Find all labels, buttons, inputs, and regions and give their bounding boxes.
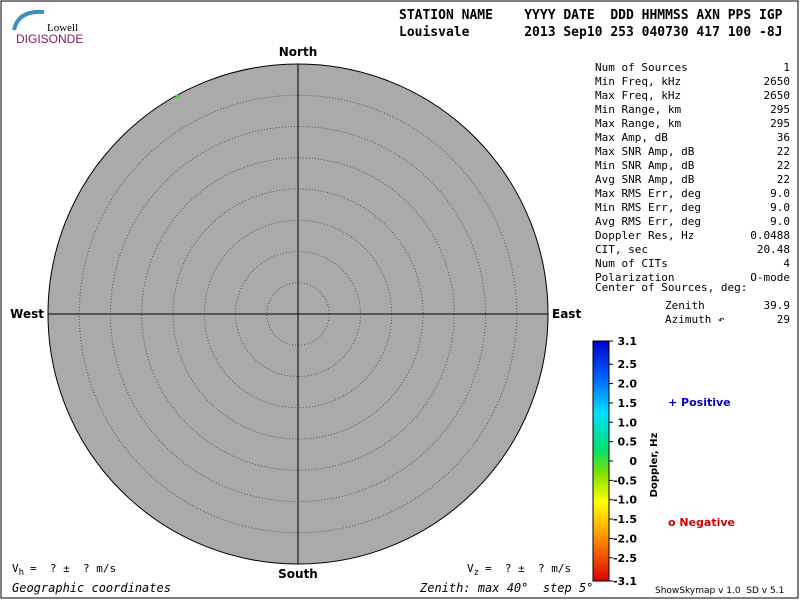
vh-text: = ? ± ? m/s (30, 562, 116, 575)
colorbar-tick-label: 0.5 (618, 436, 638, 449)
stat-value: O-mode (750, 271, 790, 284)
zenith-label: Zenith (665, 299, 705, 312)
stat-value: 22 (777, 173, 790, 186)
vh-symbol: V (12, 562, 19, 575)
stat-label: CIT, sec (595, 243, 648, 256)
colorbar-tick-label: -2.5 (613, 552, 637, 565)
stat-value: 9.0 (770, 201, 790, 214)
colorbar-tick-label: 2.0 (618, 378, 638, 391)
stat-label: Min RMS Err, deg (595, 201, 701, 214)
stat-value: 22 (777, 145, 790, 158)
colorbar-tick-label: -2.0 (613, 532, 637, 545)
colorbar-tick-label: 1.0 (618, 416, 638, 429)
center-title: Center of Sources, deg: (595, 281, 747, 294)
stat-label: Max RMS Err, deg (595, 187, 701, 200)
vh-sub: h (19, 568, 24, 578)
stat-label: Min Range, km (595, 103, 681, 116)
stat-label: Avg RMS Err, deg (595, 215, 701, 228)
source-point (175, 94, 179, 98)
east: East (552, 307, 581, 321)
azimuth-label: Azimuth ↶ (665, 313, 725, 326)
stat-label: Max Freq, kHz (595, 89, 681, 102)
coords: Geographic coordinates (12, 581, 171, 595)
stat-value: 22 (777, 159, 790, 172)
west: West (10, 307, 44, 321)
colorbar-tick-label: -3.1 (613, 575, 637, 588)
stat-label: Max SNR Amp, dB (595, 145, 695, 158)
zenith-value: 39.9 (764, 299, 791, 312)
header-columns: STATION NAME YYYY DATE DDD HHMMSS AXN PP… (399, 8, 783, 23)
colorbar-title: Doppler, Hz (649, 433, 660, 498)
stat-label: Max Range, km (595, 117, 681, 130)
vz-sub: z (474, 568, 479, 578)
stat-label: Polarization (595, 271, 674, 284)
logo-swoosh (12, 9, 45, 31)
logo-top: Lowell (47, 22, 78, 34)
colorbar-tick-label: 3.1 (618, 335, 638, 348)
colorbar-tick-label: -0.5 (613, 474, 637, 487)
stat-label: Max Amp, dB (595, 131, 668, 144)
version: ShowSkymap v 1.0 SD v 5.1 (655, 586, 784, 596)
logo-bottom: DIGISONDE (16, 32, 83, 46)
stat-label: Min Freq, kHz (595, 75, 681, 88)
stat-value: 295 (770, 103, 790, 116)
colorbar-tick-label: 2.5 (618, 358, 638, 371)
north: North (279, 45, 317, 59)
stat-value: 4 (783, 257, 790, 270)
stat-label: Min SNR Amp, dB (595, 159, 695, 172)
colorbar-tick-label: -1.0 (613, 494, 637, 507)
stat-value: 9.0 (770, 187, 790, 200)
vz-symbol: V (467, 562, 474, 575)
vz: Vz = ? ± ? m/s (467, 562, 571, 578)
stat-value: 295 (770, 117, 790, 130)
vh: Vh = ? ± ? m/s (12, 562, 116, 578)
colorbar-tick-label: 1.5 (618, 397, 638, 410)
colorbar-tick-label: 0 (629, 455, 637, 468)
legend-negative: o Negative (668, 516, 735, 529)
stat-value: 0.0488 (750, 229, 790, 242)
stat-value: 9.0 (770, 215, 790, 228)
header-values: Louisvale 2013 Sep10 253 040730 417 100 … (399, 25, 783, 40)
stat-value: 20.48 (757, 243, 790, 256)
stat-value: 1 (783, 61, 790, 74)
legend-positive: + Positive (668, 396, 731, 409)
colorbar (592, 340, 610, 582)
stat-label: Num of Sources (595, 61, 688, 74)
south: South (278, 567, 318, 581)
stat-value: 36 (777, 131, 790, 144)
stat-label: Num of CITs (595, 257, 668, 270)
stat-value: 2650 (764, 89, 791, 102)
zenith-footer: Zenith: max 40° step 5° (419, 581, 593, 595)
azimuth-value: 29 (777, 313, 790, 326)
colorbar-tick-label: -1.5 (613, 513, 637, 526)
vz-text: = ? ± ? m/s (485, 562, 571, 575)
stat-label: Avg SNR Amp, dB (595, 173, 695, 186)
stat-label: Doppler Res, Hz (595, 229, 694, 242)
stat-value: 2650 (764, 75, 791, 88)
